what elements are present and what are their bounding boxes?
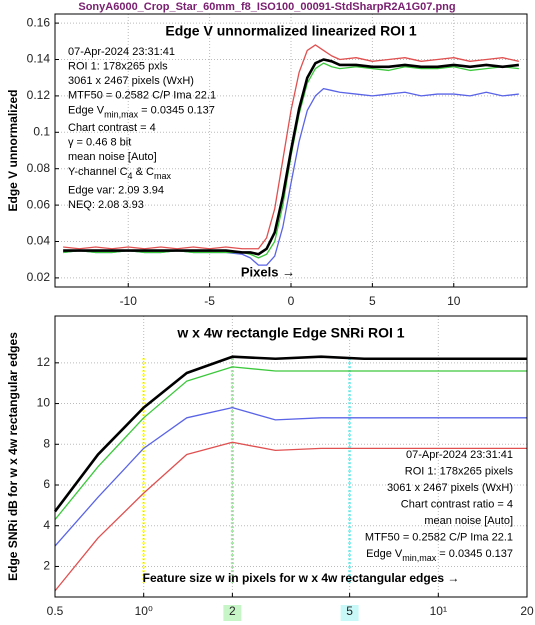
y-tick-label: 0.08 [27, 161, 51, 175]
x-tick-label: -10 [120, 294, 138, 308]
annotation-subscript: 4 [128, 171, 133, 181]
annotation-subscript: min,max [104, 110, 139, 120]
tick-highlight [340, 605, 359, 621]
annotation-line: mean noise [Auto] [68, 151, 157, 163]
y-tick-label: 10 [37, 396, 51, 410]
y-tick-label: 0.04 [27, 234, 51, 248]
chart-title: w x 4w rectangle Edge SNRi ROI 1 [176, 325, 404, 341]
annotation-line: MTF50 = 0.2582 C/P Ima 22.1 [68, 90, 216, 102]
annotation-line: MTF50 = 0.2582 C/P Ima 22.1 [365, 531, 513, 543]
y-axis-label: Edge V unnormalized [6, 89, 20, 211]
annotation-line: 3061 x 2467 pixels (WxH) [68, 75, 194, 87]
annotation-line: 3061 x 2467 pixels (WxH) [387, 482, 513, 494]
y-tick-label: 0.02 [27, 270, 51, 284]
annotation-subscript: min,max [402, 553, 437, 563]
annotation-line: γ = 0.46 8 bit [68, 137, 131, 149]
y-axis-label: Edge SNRi dB for w x 4w rectangular edge… [6, 332, 20, 581]
data-line [53, 355, 527, 513]
tick-highlight [223, 605, 242, 621]
x-tick-label: 2 [229, 604, 236, 618]
x-tick-label: 5 [346, 604, 353, 618]
annotation-line: Edge var: 2.09 3.94 [68, 184, 164, 196]
annotation-line: NEQ: 2.08 3.93 [68, 199, 144, 211]
annotation-line: Y-channel C4 & Cmax [68, 166, 171, 181]
annotation-text: Edge V [366, 548, 403, 560]
annotation-text: Edge V [68, 104, 105, 116]
annotation-text: & C [133, 166, 154, 178]
x-tick-label: 10¹ [430, 604, 447, 618]
annotation-text: = 0.0345 0.137 [138, 104, 215, 116]
data-line [54, 406, 527, 547]
annotation-line: Chart contrast ratio = 4 [401, 498, 513, 510]
file-title: SonyA6000_Crop_Star_60mm_f8_ISO100_00091… [78, 1, 455, 13]
data-line [54, 366, 527, 521]
x-tick-label: 10 [447, 294, 461, 308]
annotation-line: ROI 1: 178x265 pxls [68, 61, 168, 73]
plot-frame [54, 13, 528, 288]
annotation-line: Edge Vmin,max = 0.0345 0.137 [366, 548, 513, 563]
x-tick-label: 5 [369, 294, 376, 308]
y-tick-label: 0.16 [27, 15, 51, 29]
x-axis-label: Pixels → [241, 264, 295, 279]
annotation-text: = 0.0345 0.137 [436, 548, 513, 560]
y-tick-label: 4 [43, 518, 50, 532]
annotation-subscript: max [154, 171, 172, 181]
annotation-line: 07-Apr-2024 23:31:41 [68, 46, 175, 58]
y-tick-label: 6 [43, 477, 50, 491]
annotation-line: Chart contrast = 4 [68, 122, 156, 134]
x-tick-label: 20 [520, 604, 534, 618]
annotation-line: Edge Vmin,max = 0.0345 0.137 [68, 104, 215, 119]
data-line [54, 441, 527, 592]
y-tick-label: 0.14 [27, 52, 51, 66]
annotation-line: mean noise [Auto] [424, 515, 513, 527]
y-tick-label: 8 [43, 436, 50, 450]
annotation-text: Y-channel C [68, 166, 128, 178]
x-axis-label: Feature size w in pixels for w x 4w rect… [143, 571, 460, 585]
chart-title: Edge V unnormalized linearized ROI 1 [165, 23, 416, 39]
x-tick-label: -5 [204, 294, 215, 308]
x-tick-label: 0.5 [47, 604, 64, 618]
data-line [63, 58, 520, 256]
annotation-line: ROI 1: 178x265 pixels [405, 465, 514, 477]
y-tick-label: 12 [37, 355, 51, 369]
y-tick-label: 0.12 [27, 88, 51, 102]
annotation-line: 07-Apr-2024 23:31:41 [406, 449, 513, 461]
y-tick-label: 2 [43, 559, 50, 573]
y-tick-label: 0.06 [27, 197, 51, 211]
y-tick-label: 0.1 [33, 124, 50, 138]
plot-frame [54, 315, 528, 598]
x-tick-label: 10⁰ [135, 604, 153, 618]
data-line [63, 44, 520, 250]
x-tick-label: 0 [288, 294, 295, 308]
